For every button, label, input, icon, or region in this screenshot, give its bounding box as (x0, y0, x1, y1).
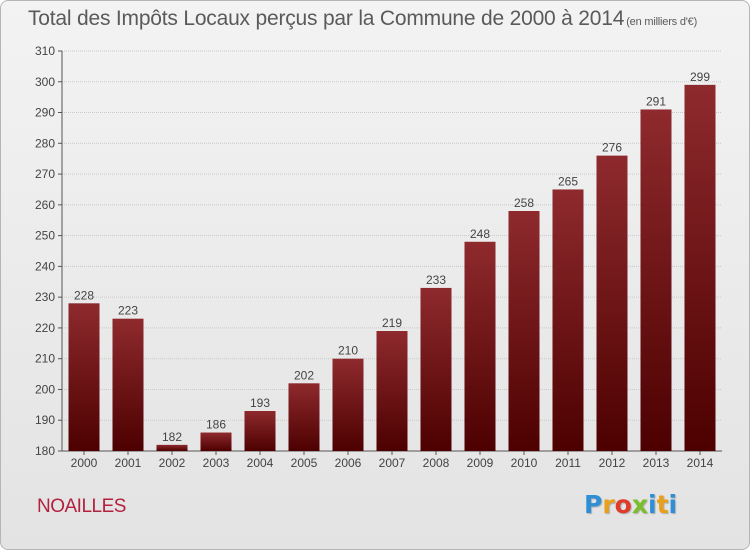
y-tick-label: 220 (35, 321, 55, 335)
bar-value-label: 233 (426, 273, 446, 287)
x-tick-label: 2008 (423, 456, 450, 470)
bar-value-label: 299 (690, 70, 710, 84)
bar (200, 432, 232, 451)
bar-value-label: 210 (338, 344, 358, 358)
x-tick-label: 2000 (71, 456, 98, 470)
x-tick-label: 2004 (247, 456, 274, 470)
bar-value-label: 228 (74, 288, 94, 302)
bar (464, 241, 496, 451)
bar-value-label: 276 (602, 141, 622, 155)
x-tick-label: 2013 (643, 456, 670, 470)
bar-value-label: 223 (118, 304, 138, 318)
bar (376, 331, 408, 451)
x-tick-label: 2003 (203, 456, 230, 470)
logo-letter: o (614, 490, 632, 519)
y-tick-label: 240 (35, 259, 55, 273)
bar (596, 155, 628, 451)
y-tick-label: 250 (35, 229, 55, 243)
bar-value-label: 291 (646, 94, 666, 108)
x-tick-label: 2007 (379, 456, 406, 470)
logo-letter: x (631, 490, 648, 519)
bar (68, 303, 100, 451)
chart-title-text: Total des Impôts Locaux perçus par la Co… (28, 7, 625, 30)
commune-name: NOAILLES (37, 496, 126, 517)
bar (244, 411, 276, 451)
y-tick-label: 200 (35, 382, 55, 396)
chart-title: Total des Impôts Locaux perçus par la Co… (28, 7, 697, 31)
y-tick-label: 310 (35, 44, 55, 58)
x-tick-label: 2006 (335, 456, 362, 470)
bar (420, 287, 452, 451)
y-tick-label: 210 (35, 352, 55, 366)
bar (684, 84, 716, 451)
logo-letter: i (668, 490, 678, 519)
x-tick-label: 2012 (599, 456, 626, 470)
bar (156, 444, 188, 451)
y-tick-label: 300 (35, 75, 55, 89)
y-tick-label: 260 (35, 198, 55, 212)
x-tick-label: 2009 (467, 456, 494, 470)
x-tick-label: 2010 (511, 456, 538, 470)
x-tick-label: 2001 (115, 456, 142, 470)
x-tick-label: 2014 (687, 456, 714, 470)
y-tick-label: 180 (35, 444, 55, 458)
logo-letter: P (584, 490, 603, 519)
bars (68, 84, 716, 451)
bar (552, 189, 584, 451)
axes: 180 190 200 210 220 230 240 250 260 270 280 290 300 3… (35, 44, 722, 470)
x-tick-label: 2011 (555, 456, 581, 470)
bar (112, 318, 144, 451)
bar-value-label: 265 (558, 174, 578, 188)
y-tick-label: 290 (35, 106, 55, 120)
proxiti-logo[interactable]: Proxiti (584, 490, 677, 519)
y-tick-label: 280 (35, 136, 55, 150)
bar (288, 383, 320, 451)
bar-value-label: 193 (250, 396, 270, 410)
logo-letter: r (602, 490, 615, 519)
bar-value-label: 182 (162, 430, 182, 444)
bar-value-label: 219 (382, 316, 402, 330)
bar-value-label: 202 (294, 368, 314, 382)
bar-value-label: 248 (470, 227, 490, 241)
y-tick-label: 270 (35, 167, 55, 181)
bar-value-label: 258 (514, 196, 534, 210)
y-tick-label: 190 (35, 413, 55, 427)
bar (332, 358, 364, 451)
x-tick-label: 2005 (291, 456, 318, 470)
data-labels: 228 223 182 186 193 202 210 219 233 248 258 265 276 2… (74, 70, 710, 444)
x-tick-label: 2002 (159, 456, 186, 470)
logo-letter: t (656, 490, 669, 519)
bar (508, 211, 540, 451)
bar (640, 109, 672, 451)
logo-letter: i (648, 490, 657, 519)
chart-unit: (en milliers d'€) (626, 16, 698, 28)
y-tick-label: 230 (35, 290, 55, 304)
bar-value-label: 186 (206, 418, 226, 432)
